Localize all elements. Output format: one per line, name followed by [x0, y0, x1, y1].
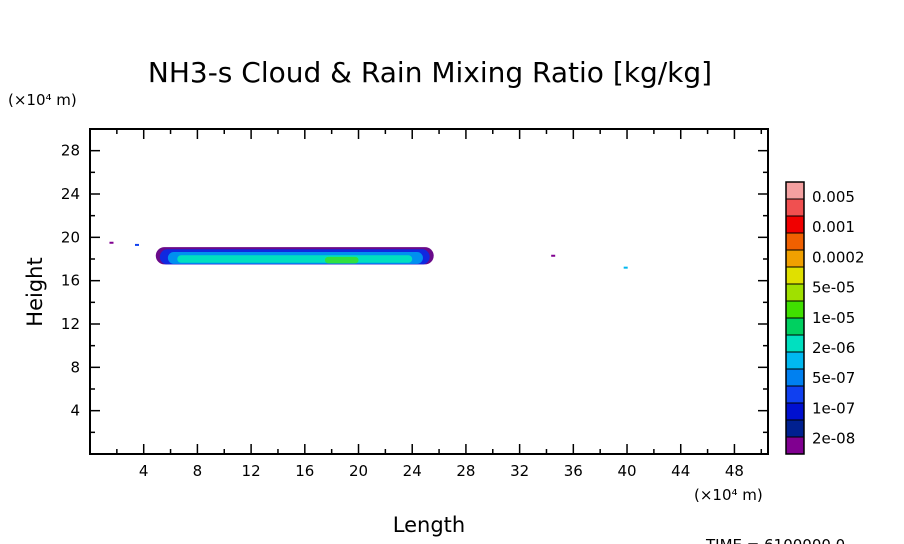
speck-3: [551, 254, 556, 257]
y-tick-label: 8: [70, 358, 80, 376]
y-tick-label: 28: [61, 142, 80, 160]
colorbar-swatch: [785, 351, 805, 370]
colorbar-swatch: [785, 215, 805, 234]
colorbar-swatch: [785, 266, 805, 285]
colorbar-label: 2e-08: [812, 430, 855, 448]
y-axis-ticks: 4 8 12 16 20 24 28: [61, 128, 768, 434]
y-tick-label: 16: [61, 272, 80, 290]
x-tick-label: 16: [295, 462, 314, 480]
x-tick-label: 36: [564, 462, 583, 480]
x-axis-label: Length: [393, 513, 465, 537]
colorbar-swatch: [785, 368, 805, 387]
plot-area: [89, 128, 769, 455]
x-tick-label: 20: [349, 462, 368, 480]
x-axis-ticks: 4 8 12 16 20 24 28 32 36 40 44 48: [116, 129, 763, 480]
x-tick-label: 24: [403, 462, 422, 480]
speck-1: [109, 241, 114, 244]
colorbar-label: 0.001: [812, 218, 855, 236]
x-unit-label: (×10⁴ m): [694, 486, 763, 504]
x-tick-label: 8: [193, 462, 203, 480]
colorbar: 0.005 0.001 0.0002 5e-05 1e-05 2e-06 5e-07 1e-0…: [785, 181, 865, 455]
colorbar-label: 0.0002: [812, 248, 865, 266]
x-tick-label: 32: [510, 462, 529, 480]
y-tick-label: 12: [61, 315, 80, 333]
colorbar-swatch: [785, 232, 805, 251]
x-tick-label: 28: [456, 462, 475, 480]
colorbar-label: 1e-05: [812, 309, 855, 327]
y-tick-label: 24: [61, 185, 80, 203]
y-axis-label: Height: [23, 257, 47, 326]
colorbar-label: 2e-06: [812, 339, 855, 357]
speck-4: [623, 266, 628, 269]
y-unit-label: (×10⁴ m): [8, 91, 77, 109]
colorbar-swatch: [785, 249, 805, 268]
colorbar-swatch: [785, 334, 805, 353]
colorbar-label: 5e-05: [812, 279, 855, 297]
time-label: TIME = 6100000.0: [705, 536, 845, 544]
colorbar-swatch: [785, 419, 805, 438]
colorbar-swatch: [785, 402, 805, 421]
colorbar-swatch: [785, 300, 805, 319]
x-tick-label: 48: [725, 462, 744, 480]
speck-2: [134, 243, 139, 246]
colorbar-swatch: [785, 283, 805, 302]
colorbar-frame: [785, 181, 805, 455]
colorbar-swatch: [785, 436, 805, 455]
colorbar-swatch: [785, 385, 805, 404]
colorbar-label: 1e-07: [812, 399, 855, 417]
x-tick-label: 40: [617, 462, 636, 480]
plot-frame: [89, 128, 769, 455]
x-tick-label: 12: [242, 462, 261, 480]
colorbar-swatch: [785, 317, 805, 336]
colorbar-swatch: [785, 181, 805, 200]
colorbar-label: 0.005: [812, 188, 855, 206]
colorbar-swatch: [785, 198, 805, 217]
chart-title: NH3-s Cloud & Rain Mixing Ratio [kg/kg]: [148, 56, 712, 89]
cloud-layer-4: [177, 255, 413, 263]
cloud-layer-5: [324, 256, 359, 264]
y-tick-label: 20: [61, 228, 80, 246]
x-tick-label: 44: [671, 462, 690, 480]
colorbar-label: 5e-07: [812, 369, 855, 387]
x-tick-label: 4: [139, 462, 149, 480]
y-tick-label: 4: [70, 402, 80, 420]
